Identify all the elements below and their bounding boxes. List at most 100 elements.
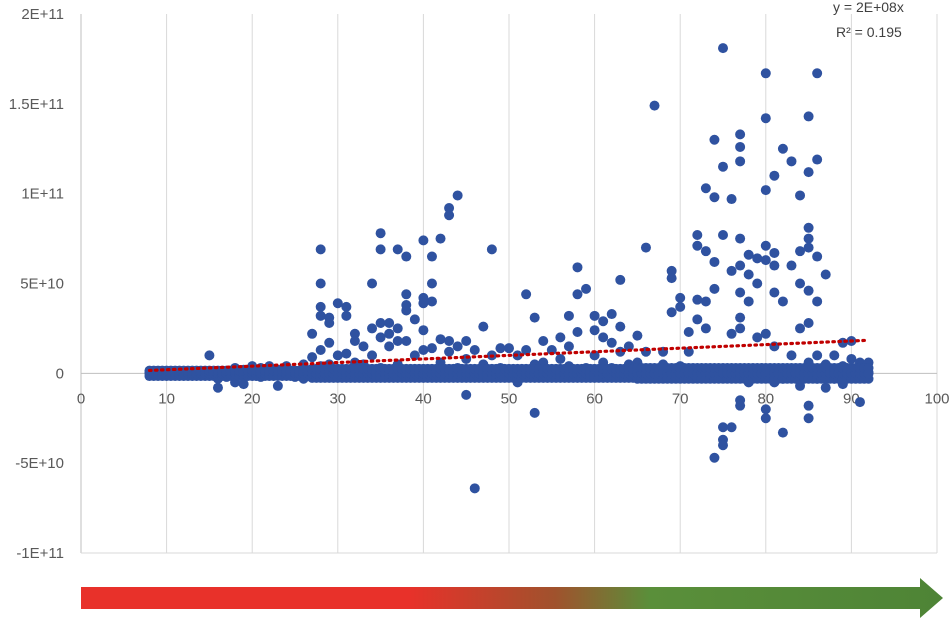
x-tick-label: 60 [586, 390, 603, 407]
data-point [572, 327, 583, 338]
data-point [341, 301, 352, 312]
data-point [726, 194, 737, 205]
data-point [495, 343, 506, 354]
data-point [795, 190, 806, 201]
data-point [384, 318, 395, 329]
trendline-r2-label: R² = 0.195 [836, 24, 902, 40]
data-point [709, 192, 720, 203]
data-point [683, 327, 694, 338]
data-point [666, 273, 677, 284]
data-point [692, 314, 703, 325]
data-point [375, 332, 386, 343]
x-tick-label: 100 [924, 390, 949, 407]
data-point [786, 156, 797, 167]
data-point [212, 382, 223, 393]
data-point [521, 289, 532, 300]
data-point [367, 350, 378, 361]
data-point [367, 323, 378, 334]
data-point [315, 310, 326, 321]
data-point [803, 318, 814, 329]
data-point [632, 330, 643, 341]
data-point [735, 312, 746, 323]
data-point [726, 328, 737, 339]
data-point [760, 255, 771, 266]
data-point [392, 323, 403, 334]
data-point [795, 323, 806, 334]
data-point [452, 190, 463, 201]
data-point [735, 233, 746, 244]
data-point [555, 332, 566, 343]
data-point [700, 183, 711, 194]
data-point [718, 440, 728, 451]
data-point [401, 251, 412, 262]
data-point [777, 296, 788, 307]
data-point [735, 400, 746, 411]
data-point [384, 328, 395, 339]
data-point [426, 296, 437, 307]
data-point [795, 380, 806, 391]
trendline-equation: y = 2E+08x R² = 0.195 [833, 0, 904, 40]
data-point [341, 310, 352, 321]
data-point [812, 296, 823, 307]
data-point [709, 256, 720, 267]
data-point [803, 242, 814, 253]
data-point [700, 323, 711, 334]
trendline [147, 338, 871, 373]
x-tick-label: 50 [501, 390, 518, 407]
data-point [718, 161, 728, 172]
data-point [743, 249, 754, 260]
data-point [854, 397, 865, 408]
data-point [752, 278, 763, 289]
data-point [803, 222, 814, 233]
data-point [418, 325, 429, 336]
data-point [692, 294, 703, 305]
data-point [829, 350, 840, 361]
data-point [469, 344, 480, 355]
data-point [760, 185, 771, 196]
data-point [504, 343, 514, 354]
data-point [461, 353, 472, 364]
data-point [683, 346, 694, 357]
x-tick-label: 70 [672, 390, 689, 407]
y-tick-label: 0 [56, 365, 64, 382]
data-point [563, 341, 574, 352]
data-point [598, 332, 609, 343]
data-point [692, 240, 703, 251]
data-point [735, 323, 746, 334]
data-point [444, 335, 455, 346]
data-point [666, 307, 677, 318]
data-point [426, 343, 437, 354]
data-point [777, 427, 788, 438]
data-point [598, 316, 609, 327]
x-tick-label: 0 [77, 390, 85, 407]
data-point [589, 325, 600, 336]
data-point [735, 260, 746, 271]
data-point [469, 483, 480, 494]
data-point [375, 244, 386, 255]
data-point [803, 400, 814, 411]
data-point [769, 247, 780, 258]
y-tick-label: -5E+10 [15, 455, 64, 472]
data-point [341, 348, 352, 359]
x-tick-label: 20 [244, 390, 261, 407]
data-point [752, 253, 763, 264]
data-point [803, 233, 814, 244]
data-point [538, 335, 549, 346]
data-point [735, 287, 746, 298]
data-point [606, 309, 617, 320]
x-tick-label: 80 [757, 390, 774, 407]
data-point [384, 341, 395, 352]
data-point [435, 334, 446, 345]
data-point [700, 246, 711, 257]
data-point [486, 244, 497, 255]
x-tick-label: 40 [415, 390, 432, 407]
data-point [760, 240, 771, 251]
data-point [615, 274, 626, 285]
data-point [272, 380, 283, 391]
data-point [332, 298, 343, 309]
data-point [555, 353, 566, 364]
data-point [743, 269, 754, 280]
data-point [709, 134, 720, 145]
data-point [418, 298, 429, 309]
